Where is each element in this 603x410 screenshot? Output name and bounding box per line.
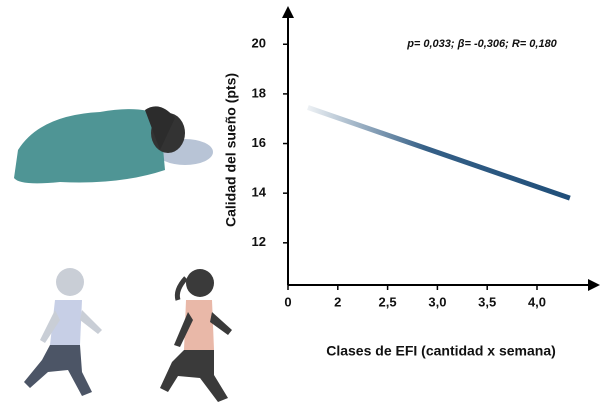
y-tick-label: 20: [252, 36, 266, 51]
x-tick-label: 4,0: [528, 294, 546, 309]
y-tick-label: 18: [252, 85, 266, 100]
x-tick-label: 3,5: [478, 294, 496, 309]
y-tick-label: 14: [252, 185, 267, 200]
y-tick-label: 16: [252, 135, 266, 150]
x-arrow: [588, 279, 600, 291]
x-tick-label: 2,5: [379, 294, 397, 309]
child-runner-light: [24, 268, 102, 396]
x-tick-label: 0: [284, 294, 291, 309]
y-tick-label: 12: [252, 234, 266, 249]
child-runner-dark: [160, 269, 232, 402]
y-axis-title: Calidad del sueño (pts): [223, 73, 239, 227]
regression-line: [308, 108, 570, 199]
y-arrow: [282, 6, 294, 18]
sleeping-person: [14, 106, 213, 183]
annotation: p= 0,033; β= -0,306; R= 0,180: [406, 38, 557, 50]
figure: p= 0,033; β= -0,306; R= 0,180 Clases de …: [0, 0, 603, 410]
x-tick-label: 2: [334, 294, 341, 309]
x-tick-label: 3,0: [428, 294, 446, 309]
x-axis-title: Clases de EFI (cantidad x semana): [326, 343, 556, 359]
